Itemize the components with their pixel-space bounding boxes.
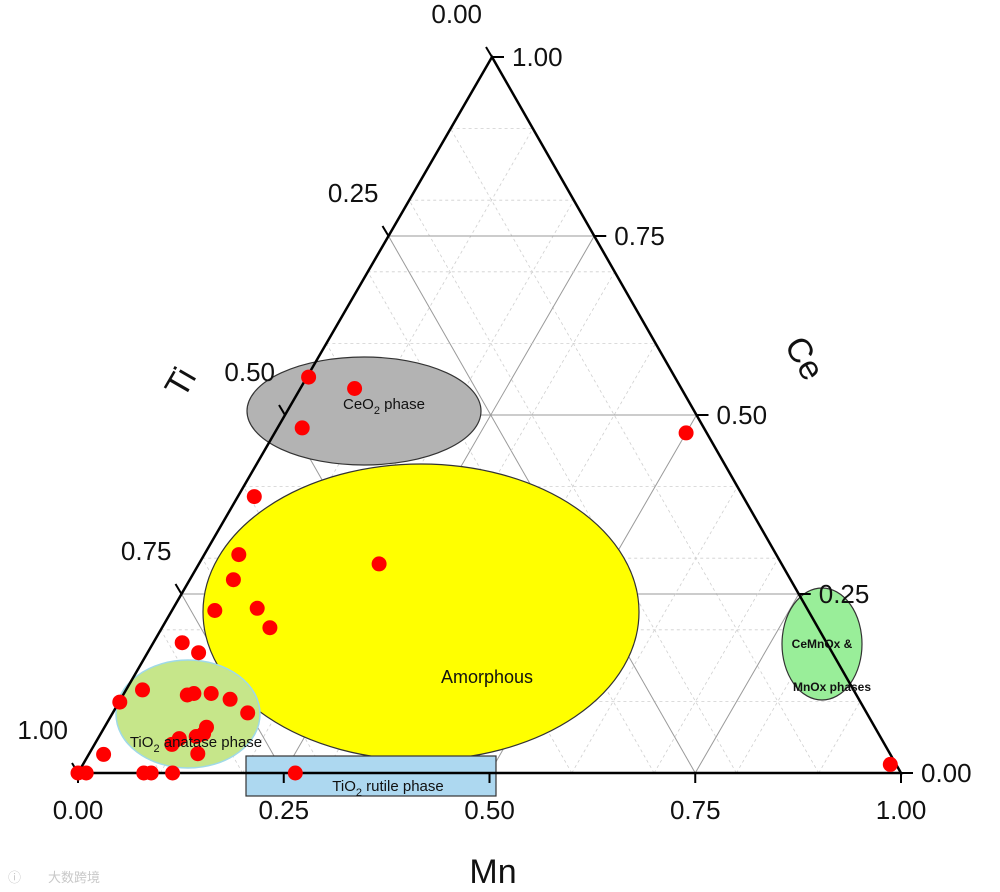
data-point	[287, 765, 303, 781]
tick-label-mn: 1.00	[876, 795, 927, 825]
data-point	[174, 635, 190, 651]
watermark-logo-icon: ⓘ	[8, 871, 21, 886]
tick-label-ce: 0.50	[717, 400, 768, 430]
tick-mark-ti	[381, 225, 390, 237]
data-point	[70, 765, 86, 781]
axis-title-ce: Ce	[777, 330, 832, 387]
tick-label-ce: 0.75	[614, 221, 665, 251]
region-label-cemnox-1: CeMnOx &	[792, 637, 853, 651]
data-point	[143, 765, 159, 781]
region-label-ceo2-sub: 2	[374, 405, 380, 417]
tick-label-ti: 0.50	[224, 357, 275, 387]
region-labels: CeO2 phase Amorphous TiO2 anatase phase …	[130, 396, 871, 799]
phase-regions	[115, 356, 863, 797]
region-label-anatase-main: TiO	[130, 734, 154, 751]
data-point	[165, 765, 181, 781]
axis-title-mn: Mn	[469, 853, 516, 891]
data-point	[347, 381, 363, 396]
region-label-rutile-sub: 2	[356, 787, 362, 799]
region-label-cemnox-2: MnOx phases	[793, 680, 871, 694]
data-point	[371, 556, 387, 572]
region-ceo2	[246, 356, 482, 466]
region-label-rutile-main: TiO	[332, 778, 356, 795]
tick-label-mn: 0.75	[670, 795, 721, 825]
data-point	[135, 682, 150, 698]
data-point	[222, 691, 238, 707]
tick-label-ti: 0.00	[431, 0, 482, 29]
data-point	[249, 600, 265, 616]
grid-line-mn	[653, 557, 779, 774]
watermark: ⓘ 大数跨境	[8, 871, 100, 886]
region-label-anatase-sub: 2	[153, 743, 159, 755]
tick-label-ti: 0.75	[121, 536, 172, 566]
data-point	[246, 489, 262, 505]
data-point	[171, 731, 187, 747]
data-point	[262, 620, 278, 636]
data-point	[96, 746, 112, 762]
region-label-anatase-suffix: anatase phase	[160, 734, 263, 751]
region-amorphous	[202, 463, 640, 761]
tick-label-ti: 1.00	[17, 715, 68, 745]
axis-title-ti: Ti	[158, 361, 204, 403]
grid-line-mn	[694, 593, 800, 774]
region-rutile	[245, 755, 497, 797]
data-point	[188, 729, 204, 744]
data-point	[191, 645, 207, 661]
tick-label-ce: 0.00	[921, 758, 972, 788]
tick-label-mn: 0.50	[464, 795, 515, 825]
region-label-ceo2-suffix: phase	[380, 396, 425, 413]
region-label-ceo2-main: CeO	[343, 396, 374, 413]
region-label-ceo2: CeO2 phase	[343, 396, 425, 417]
tick-mark-ti	[485, 46, 493, 58]
grid-line-ti	[408, 200, 737, 774]
tick-mark-ti	[174, 583, 183, 595]
data-point	[882, 756, 898, 772]
region-label-rutile-suffix: rutile phase	[362, 778, 444, 795]
data-point	[301, 369, 317, 385]
tick-label-ce: 0.25	[819, 579, 870, 609]
tick-label-ti: 0.25	[328, 178, 379, 208]
data-point	[294, 420, 310, 436]
tick-label-ce: 1.00	[512, 42, 563, 72]
data-point	[225, 572, 241, 588]
data-point	[186, 686, 202, 701]
data-point	[240, 705, 256, 721]
data-point	[190, 746, 206, 762]
tick-label-mn: 0.25	[258, 795, 309, 825]
region-label-amorphous: Amorphous	[441, 667, 533, 687]
grid-line-mn	[571, 486, 738, 774]
data-point	[678, 425, 694, 441]
region-label-anatase: TiO2 anatase phase	[130, 734, 262, 755]
data-points	[70, 369, 898, 781]
data-point	[203, 686, 219, 701]
data-point	[112, 694, 128, 710]
tick-label-mn: 0.00	[53, 795, 104, 825]
region-anatase	[115, 659, 261, 769]
data-point	[207, 603, 223, 618]
grid-line-mn	[818, 701, 861, 774]
watermark-text: 大数跨境	[48, 871, 100, 886]
tick-mark-ti	[278, 404, 286, 416]
tick-labels: 0.00 0.00 0.00 0.25 0.25 0.25 0.50 0.50 0.50 0.75…	[17, 0, 971, 825]
region-label-rutile: TiO2 rutile phase	[332, 778, 443, 799]
data-point	[231, 547, 247, 563]
